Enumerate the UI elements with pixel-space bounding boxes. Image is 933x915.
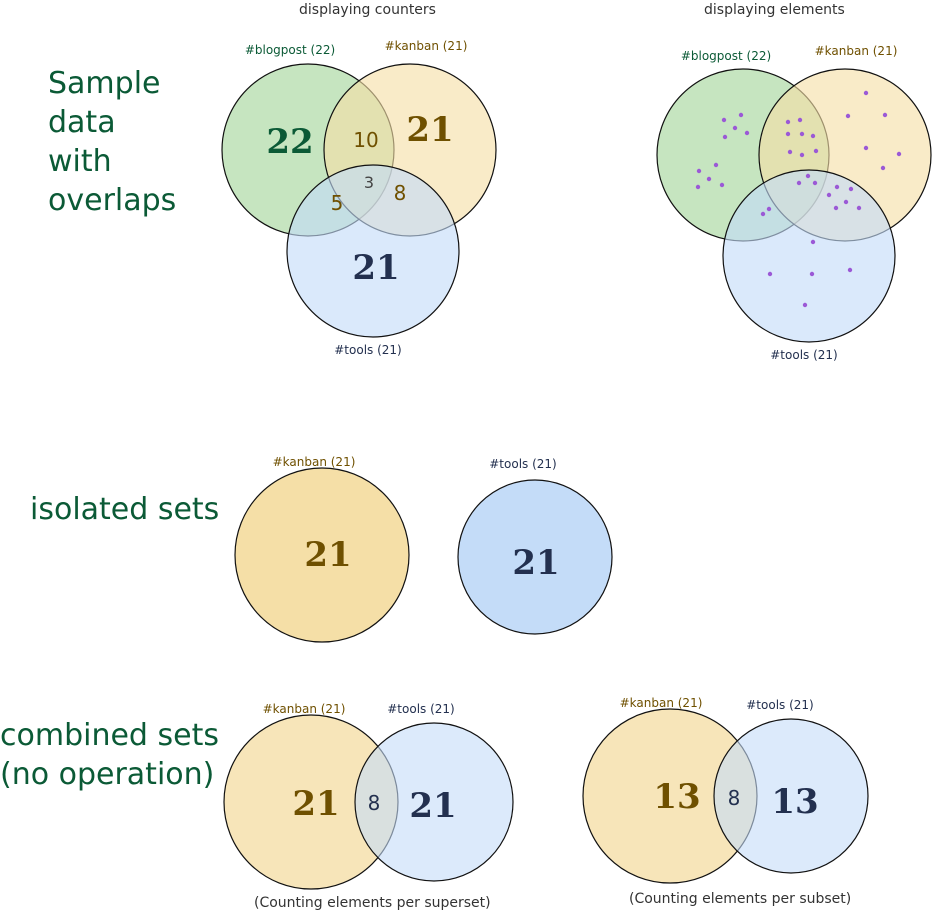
element-dot	[796, 180, 802, 186]
element-dot	[785, 131, 791, 137]
element-dot	[845, 113, 851, 119]
element-dot	[810, 239, 816, 245]
section-title-combined: combined sets (no operation)	[0, 716, 219, 794]
superset-kanban-label: #kanban (21)	[263, 702, 346, 716]
section-title-overlaps: Sample data with overlaps	[48, 64, 176, 220]
element-dot	[810, 133, 816, 139]
element-dot	[787, 149, 793, 155]
element-dot	[847, 267, 853, 273]
element-dot	[738, 112, 744, 118]
element-dot	[695, 184, 701, 190]
superset-tools-circle	[354, 722, 514, 882]
count-tools-only: 21	[352, 248, 399, 288]
set-label-blogpost: #blogpost (22)	[681, 49, 771, 63]
combined-superset: #kanban (21) #tools (21) 21 8 21	[223, 702, 514, 890]
subset-kanban-count: 13	[653, 777, 700, 817]
element-dot	[805, 173, 811, 179]
superset-overlap-count: 8	[368, 791, 381, 815]
element-dot	[856, 205, 862, 211]
count-kanban-only: 21	[406, 110, 453, 150]
isolated-tools-label: #tools (21)	[489, 457, 556, 471]
count-kanban-tools: 8	[394, 181, 407, 205]
element-dot	[812, 180, 818, 186]
section-title-line: data	[48, 105, 116, 140]
header-displaying-elements: displaying elements	[704, 2, 845, 18]
count-blogpost-tools: 5	[331, 191, 344, 215]
section-title-line: (no operation)	[0, 757, 215, 792]
count-all-three: 3	[364, 173, 374, 192]
element-dot	[826, 192, 832, 198]
element-dot	[848, 186, 854, 192]
element-dot	[809, 271, 815, 277]
set-label-kanban: #kanban (21)	[815, 44, 898, 58]
element-dot	[760, 211, 766, 217]
element-dot	[767, 271, 773, 277]
element-dot	[744, 130, 750, 136]
combined-subset: #kanban (21) #tools (21) 13 8 13	[582, 696, 869, 884]
caption-subset: (Counting elements per subset)	[629, 891, 852, 907]
element-dot	[882, 112, 888, 118]
superset-tools-label: #tools (21)	[387, 702, 454, 716]
isolated-kanban-count: 21	[304, 535, 351, 575]
set-label-tools: #tools (21)	[770, 348, 837, 362]
element-dots	[695, 90, 902, 308]
element-dot	[706, 176, 712, 182]
element-dot	[785, 119, 791, 125]
superset-tools-count: 21	[409, 786, 456, 826]
section-title-line: with	[48, 144, 112, 179]
superset-kanban-count: 21	[292, 784, 339, 824]
element-dot	[833, 205, 839, 211]
isolated-tools-count: 21	[512, 543, 559, 583]
isolated-tools-circle	[457, 479, 613, 635]
element-dot	[721, 117, 727, 123]
element-dot	[799, 131, 805, 137]
venn-counters: #blogpost (22) #kanban (21) #tools (21) …	[221, 39, 497, 357]
section-title-isolated: isolated sets	[30, 492, 220, 527]
section-title-line: combined sets	[0, 718, 219, 753]
subset-overlap-count: 8	[728, 786, 741, 810]
section-title-line: Sample	[48, 66, 161, 101]
element-dot	[797, 117, 803, 123]
set-tools-circle	[286, 164, 460, 338]
element-dot	[863, 90, 869, 96]
element-dot	[722, 134, 728, 140]
venn-elements: #blogpost (22) #kanban (21) #tools (21)	[656, 44, 932, 362]
element-dot	[896, 151, 902, 157]
subset-tools-circle	[713, 718, 869, 874]
element-dot	[863, 145, 869, 151]
count-blogpost-only: 22	[266, 122, 313, 162]
subset-kanban-label: #kanban (21)	[620, 696, 703, 710]
element-dot	[802, 302, 808, 308]
count-blogpost-kanban: 10	[353, 128, 378, 152]
set-label-blogpost: #blogpost (22)	[245, 43, 335, 57]
element-dot	[880, 165, 886, 171]
element-dot	[713, 162, 719, 168]
set-label-kanban: #kanban (21)	[385, 39, 468, 53]
subset-tools-count: 13	[771, 782, 818, 822]
subset-tools-label: #tools (21)	[746, 698, 813, 712]
isolated-kanban-label: #kanban (21)	[273, 455, 356, 469]
element-dot	[834, 184, 840, 190]
isolated-kanban-circle	[234, 467, 410, 643]
element-dot	[696, 168, 702, 174]
caption-superset: (Counting elements per superset)	[254, 895, 491, 911]
element-dot	[766, 206, 772, 212]
set-label-tools: #tools (21)	[334, 343, 401, 357]
isolated-sets: #kanban (21) #tools (21) 21 21	[234, 455, 613, 643]
element-dot	[843, 199, 849, 205]
element-dot	[799, 152, 805, 158]
section-title-line: overlaps	[48, 183, 177, 218]
element-dot	[732, 125, 738, 131]
header-displaying-counters: displaying counters	[299, 2, 436, 18]
element-dot	[813, 148, 819, 154]
element-dot	[719, 182, 725, 188]
set-tools-circle	[722, 169, 896, 343]
